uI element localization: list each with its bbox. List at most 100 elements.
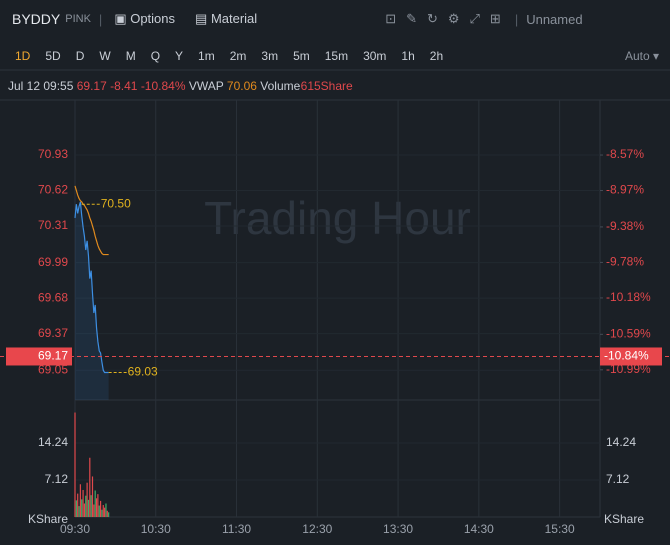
last-change-tag [600,347,662,366]
volume-bar [87,499,90,517]
timeframe[interactable]: 30m [363,49,387,63]
scale-label: Auto [625,49,650,63]
info-change-pct: -10.84% [140,79,186,93]
last-price-tag [6,347,72,366]
volume-tick-label: 14.24 [606,435,636,449]
x-tick-label: 15:30 [545,522,575,536]
volume-bar [93,504,95,517]
y2-tick-label: -10.99% [606,362,651,376]
material-button[interactable]: ▤ Material [195,11,258,26]
timeframe[interactable]: W [99,49,111,63]
y-tick-label: 69.99 [38,255,68,269]
volume-bar [83,503,86,517]
volume-bar [89,457,91,517]
timeframe[interactable]: 1h [401,49,415,63]
volume-bar [90,495,92,517]
volume-bar [97,494,99,517]
timeframe[interactable]: 3m [261,49,279,63]
timeframe[interactable]: 1m [198,49,215,63]
vwap-value: 70.06 [226,79,257,93]
divider: | [514,11,519,27]
volume-bar [85,495,87,517]
volume-bar [94,490,96,517]
x-tick-label: 14:30 [464,522,494,536]
timeframe[interactable]: 2m [229,49,247,63]
volume-bar [102,505,104,517]
vwap-label: VWAP [188,79,224,93]
volume-bar [105,503,107,517]
volume-bar [77,493,79,517]
exchange: PINK [65,13,91,25]
info-price: 69.17 [76,79,107,93]
timeframe[interactable]: 5m [293,49,310,63]
volume-bar [99,500,102,517]
y2-tick-label: -9.78% [606,255,644,269]
options-button[interactable]: ▣ Options [114,11,176,26]
y-tick-label: 69.05 [38,362,68,376]
y2-tick-label: -8.57% [606,147,644,161]
scale-mode[interactable]: Auto ▾ [625,49,660,63]
timeframe[interactable]: 5D [45,49,61,63]
volume-bar [108,512,110,517]
volume-bar [74,412,76,517]
layout-name[interactable]: Unnamed [526,11,583,27]
timeframe[interactable]: 1D [15,49,31,63]
volume-tick-label: 14.24 [38,435,68,449]
timeframe-bar: 1D 5D D W M Q Y 1m 2m 3m 5m 15m 30m 1h 2h Auto ▾ [0,44,670,68]
volume-bar [82,489,84,517]
timeframe[interactable]: D [75,49,85,63]
volume-bar [95,498,98,517]
x-tick-label: 12:30 [302,522,332,536]
price-area [75,201,109,400]
volume-bar [91,476,94,517]
info-change: -8.41 [110,79,138,93]
volume-value: 615Share [300,79,353,93]
timeframe[interactable]: M [125,49,136,63]
y-tick-label: 70.62 [38,183,68,197]
timeframe[interactable]: 15m [324,49,349,63]
volume-bar [79,484,81,517]
line [74,185,109,256]
volume-bar [101,509,103,517]
volume-bar [75,500,77,517]
volume-bar [106,510,108,517]
y2-tick-label: -10.59% [606,326,651,340]
y-tick-label: 70.93 [38,147,68,161]
line [74,201,109,374]
volume-bar [104,507,106,517]
volume-label: Volume [260,79,301,93]
x-tick-label: 09:30 [60,522,90,536]
material-label: Material [210,11,258,26]
timeframe[interactable]: Q [150,49,161,63]
volume-tick-label: 7.12 [606,472,630,486]
volume-bar [78,506,80,517]
timeframe[interactable]: Y [175,49,184,63]
x-tick-label: 11:30 [222,522,251,536]
volume-bar [98,505,100,517]
x-tick-label: 10:30 [141,522,171,536]
volume-unit: KShare [28,512,68,526]
annotation-label: 70.50 [101,196,131,210]
y-tick-label: 70.31 [38,218,68,232]
y2-tick-label: -10.18% [606,290,651,304]
toolbar: BYDDY PINK | ▣ Options ▤ Material ⊡✎↻⚙⤢⊞… [0,0,670,38]
y-tick-label: 69.37 [38,326,68,340]
timeframe[interactable]: 2h [429,49,444,63]
info-bar: Jul 12 09:55 69.17 -8.41 -10.84% VWAP 70… [8,79,353,93]
volume-unit: KShare [604,512,644,526]
symbol[interactable]: BYDDY [12,11,61,27]
last-change-label: -10.84% [604,349,649,363]
tool-icons[interactable]: ⊡✎↻⚙⤢⊞ [385,11,511,26]
divider: | [98,11,103,27]
x-tick-label: 13:30 [383,522,413,536]
y-tick-label: 69.68 [38,290,68,304]
annotation-label: 69.03 [128,365,158,379]
volume-bar [81,499,83,517]
watermark: Trading Hour [204,192,471,244]
y2-tick-label: -8.97% [606,183,644,197]
options-label: Options [130,11,176,26]
volume-bar [86,482,88,517]
y2-tick-label: -9.38% [606,219,644,233]
